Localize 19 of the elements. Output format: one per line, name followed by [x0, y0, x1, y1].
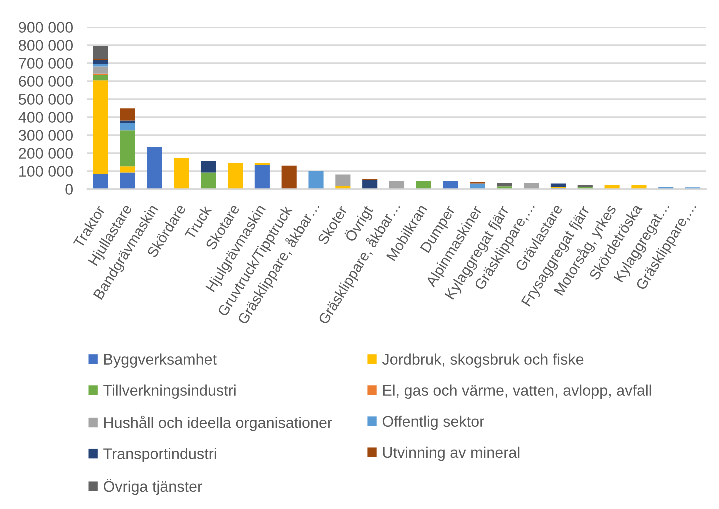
legend-label: Offentlig sektor [382, 416, 484, 430]
y-tick-label: 800 000 [19, 40, 74, 51]
legend-label: Övriga tjänster [104, 479, 202, 496]
y-tick-label: 600 000 [19, 76, 74, 87]
legend-label: Jordbruk, skogsbruk och fiske [382, 354, 584, 368]
y-tick-label: 300 000 [18, 130, 74, 141]
legend-label: Tillverkningsindustri [104, 384, 236, 400]
y-tick-label: 900 000 [19, 22, 74, 33]
legend-label: Utvinning av mineral [383, 446, 520, 462]
y-tick-label: 400 000 [18, 112, 74, 123]
y-tick-label: 0 [66, 184, 74, 195]
y-tick-label: 700 000 [19, 58, 74, 69]
y-tick-label: 200 000 [19, 148, 74, 159]
y-tick-label: 500 000 [19, 94, 74, 105]
legend-label: Hushåll och ideella organisationer [104, 416, 332, 432]
legend-label: Byggverksamhet [104, 354, 217, 368]
y-tick-label: 100 000 [20, 166, 74, 177]
legend-label: Transportindustri [104, 448, 216, 462]
legend-label: El, gas och värme, vatten, avlopp, avfall [383, 384, 652, 400]
